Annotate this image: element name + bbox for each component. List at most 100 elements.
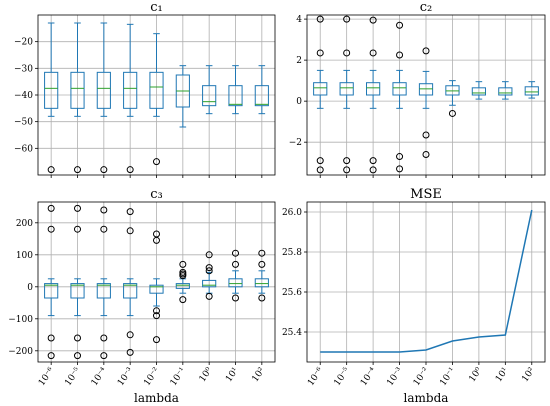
- outlier-point: [232, 249, 239, 257]
- y-tick-label: −40: [14, 91, 33, 101]
- box-body: [228, 85, 243, 107]
- x-tick-label: 10⁻⁵: [63, 366, 83, 388]
- outlier-point: [179, 272, 187, 280]
- mse-series-line: [320, 209, 533, 353]
- box-5: [149, 230, 164, 344]
- outlier-point: [422, 47, 430, 55]
- box-2: [70, 204, 85, 360]
- y-tick-label: 2: [296, 56, 302, 66]
- y-tick-label: 100: [16, 251, 33, 261]
- outlier-point: [74, 166, 81, 174]
- box-body: [418, 83, 434, 96]
- outlier-point: [126, 348, 134, 356]
- x-tick-label: 10⁻⁶: [306, 366, 326, 388]
- outlier-point: [74, 225, 81, 233]
- box-6: [445, 80, 460, 117]
- outlier-point: [369, 157, 377, 165]
- chart-title: MSE: [410, 187, 442, 202]
- box-body: [202, 85, 217, 107]
- outlier-point: [47, 352, 55, 360]
- x-tick-label: 10¹: [224, 366, 241, 384]
- axes-frame: [37, 14, 276, 176]
- outlier-point: [369, 49, 377, 57]
- outlier-point: [316, 49, 324, 57]
- box-body: [366, 82, 381, 96]
- box-4: [392, 21, 407, 173]
- x-axis-label: lambda: [134, 391, 179, 405]
- outlier-point: [74, 204, 81, 212]
- box-body: [392, 82, 407, 96]
- x-tick-label: 10¹: [494, 366, 511, 384]
- chart-title: c₁: [150, 0, 163, 15]
- outlier-point: [153, 312, 160, 320]
- outlier-point: [47, 204, 55, 212]
- x-tick-label: 10⁻¹: [169, 366, 189, 388]
- chart-panel-4: MSE 25.4 25.6 25.8 26.0 10⁻⁶ 10⁻⁵ 10⁻⁴ 10⁻³ 10⁻² 1…: [282, 187, 546, 405]
- box-body: [96, 71, 111, 109]
- outlier-point: [316, 166, 324, 174]
- outlier-point: [100, 166, 108, 174]
- box-9: [254, 249, 269, 302]
- x-tick-label: 10⁻⁶: [37, 366, 57, 388]
- box-1: [313, 15, 328, 174]
- y-tick-label: −100: [8, 315, 33, 325]
- outlier-point: [179, 260, 187, 268]
- outlier-point: [74, 334, 81, 342]
- x-tick-label: 10²: [520, 366, 537, 384]
- y-tick-label: 25.4: [282, 328, 302, 338]
- x-tick-label: 10⁰: [468, 366, 485, 384]
- y-tick-label: 200: [16, 219, 33, 229]
- x-tick-label: 10⁻³: [116, 366, 136, 388]
- y-tick-label: −50: [14, 118, 33, 128]
- outlier-point: [205, 251, 213, 259]
- outlier-point: [369, 166, 377, 174]
- axes-frame: [306, 14, 546, 176]
- box-body: [254, 278, 269, 288]
- chart-panel-1: c₁ −60 −50 −40 −30 −20: [14, 0, 276, 178]
- outlier-point: [100, 206, 108, 214]
- outlier-point: [422, 131, 430, 139]
- box-body: [175, 283, 190, 289]
- box-body: [96, 283, 111, 299]
- box-body: [44, 283, 59, 299]
- chart-title: c₃: [150, 187, 163, 202]
- x-tick-label: 10⁻²: [142, 366, 162, 388]
- axes-frame: [37, 201, 276, 363]
- box-1: [44, 204, 59, 360]
- outlier-point: [396, 51, 404, 59]
- outlier-point: [205, 267, 213, 275]
- x-tick-label: 10⁻³: [385, 366, 405, 388]
- outlier-point: [369, 16, 377, 24]
- box-6: [175, 260, 190, 304]
- y-tick-label: 26.0: [282, 208, 302, 218]
- outlier-point: [205, 292, 213, 300]
- box-3: [96, 22, 111, 174]
- box-8: [228, 249, 243, 302]
- box-7: [202, 65, 217, 115]
- y-tick-label: 0: [296, 97, 302, 107]
- outlier-point: [100, 352, 108, 360]
- box-5: [149, 33, 164, 166]
- box-body: [123, 71, 138, 109]
- x-tick-label: 10⁻¹: [438, 366, 458, 388]
- outlier-point: [396, 21, 404, 29]
- box-8: [228, 65, 243, 115]
- box-body: [228, 278, 243, 288]
- outlier-point: [74, 352, 81, 360]
- outlier-point: [448, 109, 456, 117]
- outlier-point: [396, 153, 404, 161]
- outlier-point: [153, 236, 160, 244]
- y-tick-label: −20: [14, 38, 33, 48]
- y-tick-label: −30: [14, 64, 33, 74]
- y-tick-label: −2: [289, 138, 302, 148]
- chart-panel-2: c₂ −2 0 2 4: [289, 0, 546, 178]
- outlier-point: [343, 157, 351, 165]
- x-tick-label: 10⁻⁵: [333, 366, 353, 388]
- box-body: [524, 86, 539, 96]
- box-body: [313, 82, 328, 96]
- outlier-point: [100, 225, 108, 233]
- box-body: [123, 283, 138, 299]
- x-axis-label: lambda: [404, 391, 449, 405]
- x-tick-label: 10⁻⁴: [359, 366, 379, 388]
- box-body: [44, 71, 59, 109]
